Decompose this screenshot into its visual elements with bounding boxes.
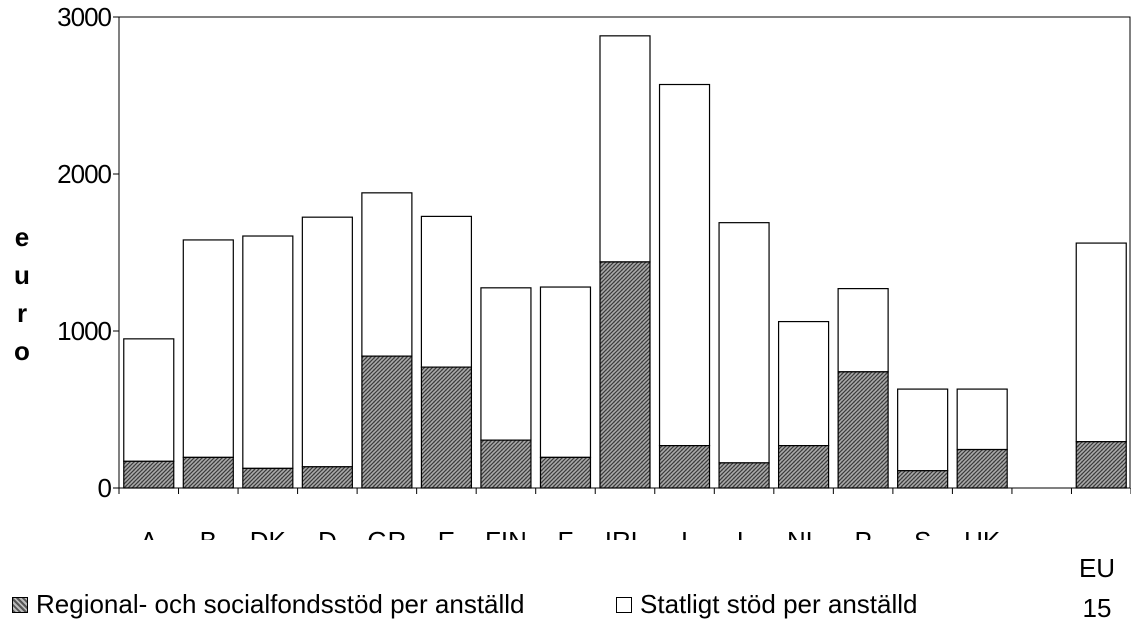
legend-label-regional: Regional- och socialfondsstöd per anstäl… bbox=[36, 589, 525, 619]
bar-regional-stod bbox=[897, 470, 949, 489]
bar-regional-stod bbox=[242, 467, 294, 489]
bar-statligt-stod bbox=[182, 239, 234, 458]
legend-swatch-statligt bbox=[616, 596, 632, 613]
bar-regional-stod bbox=[420, 366, 473, 489]
bar-statligt-stod bbox=[480, 287, 532, 441]
bar-statligt-stod bbox=[777, 320, 830, 447]
bar-statligt-stod bbox=[837, 288, 889, 373]
bar-statligt-stod bbox=[123, 338, 175, 462]
x-tick-label: D bbox=[318, 526, 337, 556]
x-tick-label: A bbox=[140, 526, 158, 556]
bar-statligt-stod bbox=[301, 216, 353, 468]
bar-regional-stod bbox=[1075, 441, 1127, 489]
x-tick-label: S bbox=[914, 526, 931, 556]
bar-regional-stod bbox=[718, 462, 770, 489]
x-tick-label: FIN bbox=[485, 526, 527, 556]
y-tick-label: 2000 bbox=[57, 159, 111, 189]
y-axis-label-letter: u bbox=[14, 260, 30, 290]
y-axis-label-letter: e bbox=[14, 222, 30, 252]
x-tick-label: L bbox=[737, 526, 751, 556]
bar-regional-stod bbox=[301, 466, 353, 489]
x-tick-label: IRL bbox=[605, 526, 645, 556]
y-axis-label-letter: o bbox=[14, 336, 30, 366]
bar-regional-stod bbox=[956, 448, 1008, 489]
bar-regional-stod bbox=[123, 460, 175, 489]
legend-item-statligt: Statligt stöd per anställd bbox=[616, 589, 918, 620]
corner-label-15: 15 bbox=[1082, 593, 1112, 623]
x-tick-label: P bbox=[854, 526, 871, 556]
bar-statligt-stod bbox=[897, 388, 949, 472]
x-tick-label: NL bbox=[787, 526, 820, 556]
legend-swatch-regional bbox=[12, 596, 28, 613]
bar-regional-stod bbox=[361, 355, 413, 489]
bar-statligt-stod bbox=[658, 83, 711, 447]
bar-statligt-stod bbox=[718, 222, 770, 464]
legend-item-regional: Regional- och socialfondsstöd per anstäl… bbox=[12, 589, 525, 620]
bar-regional-stod bbox=[837, 371, 889, 489]
bar-regional-stod bbox=[182, 456, 234, 489]
y-tick-label: 3000 bbox=[57, 2, 111, 32]
bar-statligt-stod bbox=[420, 215, 473, 368]
bar-regional-stod bbox=[658, 445, 711, 489]
bar-statligt-stod bbox=[956, 388, 1008, 451]
bar-regional-stod bbox=[539, 456, 592, 489]
x-tick-label: GR bbox=[367, 526, 406, 556]
bar-statligt-stod bbox=[361, 192, 413, 357]
bar-statligt-stod bbox=[599, 35, 651, 263]
x-tick-label: I bbox=[681, 526, 688, 556]
x-tick-label: DK bbox=[250, 526, 287, 556]
y-axis-label-letter: r bbox=[16, 298, 28, 328]
x-tick-label: E bbox=[438, 526, 455, 556]
bar-statligt-stod bbox=[539, 286, 592, 458]
bar-regional-stod bbox=[480, 439, 532, 489]
corner-label-eu: EU bbox=[1078, 553, 1116, 583]
bar-regional-stod bbox=[599, 261, 651, 489]
legend-label-statligt: Statligt stöd per anställd bbox=[640, 589, 918, 619]
bar-regional-stod bbox=[777, 445, 830, 489]
x-tick-label: B bbox=[200, 526, 217, 556]
x-tick-label: F bbox=[558, 526, 574, 556]
y-tick-label: 1000 bbox=[57, 316, 111, 346]
x-tick-label: UK bbox=[964, 526, 1001, 556]
bar-statligt-stod bbox=[242, 235, 294, 469]
bar-statligt-stod bbox=[1075, 242, 1127, 443]
y-tick-label: 0 bbox=[98, 473, 112, 503]
